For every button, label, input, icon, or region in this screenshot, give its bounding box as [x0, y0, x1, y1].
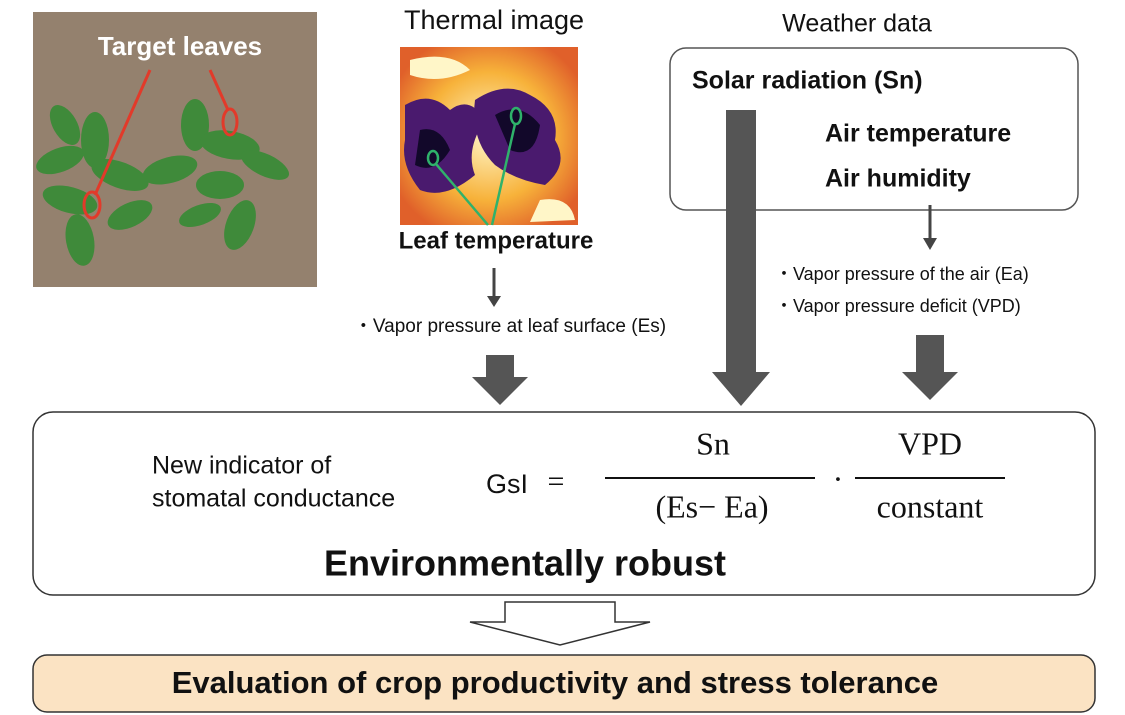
- indicator-property: Environmentally robust: [324, 543, 726, 584]
- thermal-title: Thermal image: [404, 5, 584, 35]
- result-text: Evaluation of crop productivity and stre…: [172, 665, 939, 700]
- result-box: [32, 654, 1096, 713]
- big-arrow: [902, 335, 958, 400]
- es-output: ・Vapor pressure at leaf surface (Es): [354, 316, 666, 337]
- weather-item: Air temperature: [825, 120, 1011, 148]
- small-arrow: [923, 205, 937, 250]
- indicator-description: stomatal conductance: [152, 485, 395, 513]
- formula-numerator: Sn: [696, 425, 730, 461]
- weather-output: ・Vapor pressure of the air (Ea): [775, 264, 1029, 284]
- formula-equals: =: [548, 465, 565, 498]
- weather-output: ・Vapor pressure deficit (VPD): [775, 296, 1021, 316]
- formula-numerator: VPD: [898, 425, 962, 461]
- big-arrow: [472, 355, 528, 405]
- indicator-description: New indicator of: [152, 452, 331, 480]
- formula-denominator: (Es− Ea): [655, 488, 768, 524]
- formula-dot: ·: [833, 460, 844, 496]
- big-arrow: [712, 110, 770, 406]
- weather-box: [669, 47, 1079, 211]
- weather-title: Weather data: [782, 10, 932, 38]
- photo-label: Target leaves: [98, 31, 262, 61]
- leaf-temperature: Leaf temperature: [399, 227, 594, 254]
- indicator-box: [32, 411, 1096, 596]
- leaf-photo: [33, 12, 317, 287]
- weather-item: Air humidity: [825, 165, 971, 193]
- weather-item: Solar radiation (Sn): [692, 67, 923, 95]
- hollow-arrow: [469, 601, 651, 646]
- thermal-image: [400, 47, 578, 226]
- formula-lhs: GsI: [486, 469, 528, 499]
- small-arrow: [487, 268, 501, 307]
- formula-denominator: constant: [877, 488, 984, 524]
